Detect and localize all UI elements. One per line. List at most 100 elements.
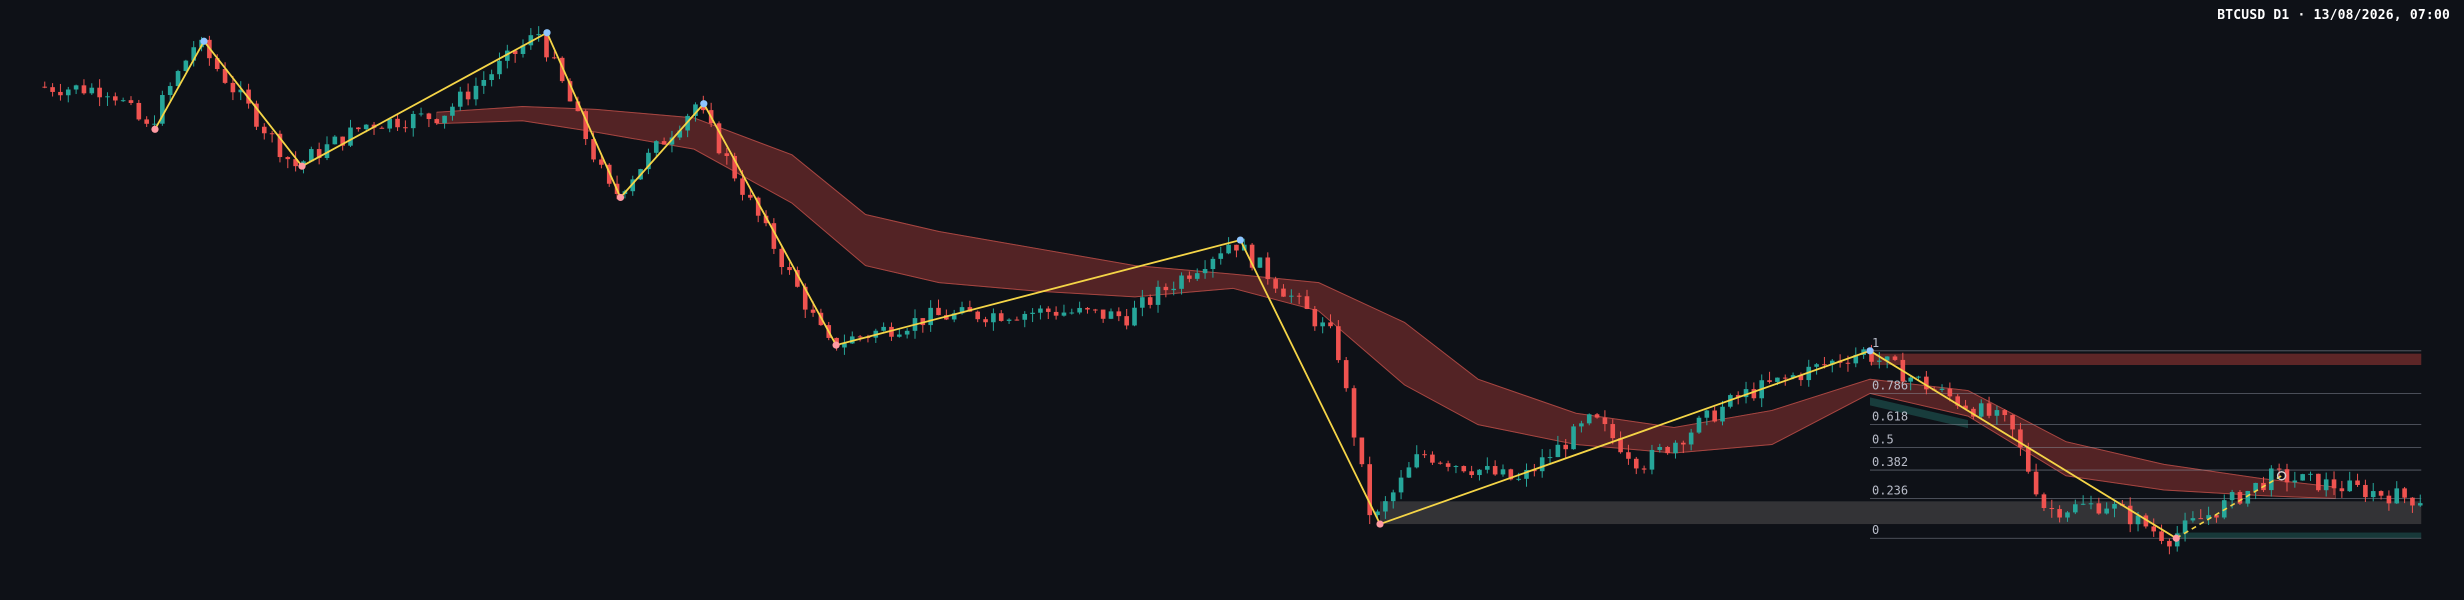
candle-body (1869, 349, 1874, 362)
candle (1351, 385, 1357, 446)
candle (1720, 400, 1725, 426)
candle (1681, 440, 1686, 454)
candle (222, 62, 228, 85)
candle-body (1077, 307, 1082, 313)
candle (1116, 307, 1122, 322)
candle (1194, 268, 1200, 282)
candle (183, 59, 189, 72)
candle-body (1524, 469, 1529, 479)
candle (481, 71, 487, 94)
candle (1218, 246, 1224, 265)
candle-body (1955, 396, 1961, 406)
zigzag-trough-marker (298, 162, 306, 170)
candle (97, 79, 102, 107)
candle-body (936, 307, 941, 316)
candle-body (395, 118, 400, 128)
candle (426, 112, 432, 128)
candle-body (1775, 377, 1780, 382)
zigzag-trough-marker (151, 125, 159, 133)
candle-body (2065, 512, 2070, 518)
candle (261, 123, 267, 140)
candle-body (1994, 410, 2000, 416)
candle (1892, 354, 1898, 362)
candle-body (1516, 478, 1521, 480)
candle (552, 51, 557, 60)
candle-body (1108, 311, 1114, 319)
candle (89, 83, 95, 95)
candle-body (1986, 403, 1992, 416)
candle-body (379, 127, 385, 129)
candle-body (1485, 466, 1490, 470)
candle-body (2355, 480, 2360, 485)
zone-supply-0 (1870, 353, 2422, 365)
candle-body (2378, 491, 2384, 496)
candle-body (1406, 467, 1412, 478)
zigzag-trough-marker (832, 341, 840, 349)
candle (316, 142, 322, 165)
candle (1924, 370, 1929, 395)
candle-body (1304, 296, 1310, 309)
candle-body (2253, 482, 2258, 491)
candle-body (1194, 273, 1200, 279)
candle (2402, 486, 2407, 504)
candle (2410, 497, 2415, 513)
candle-body (324, 144, 330, 158)
candle-body (567, 81, 573, 102)
candle-body (857, 336, 863, 338)
candle (465, 83, 471, 106)
candle-body (128, 100, 134, 103)
candle (1273, 276, 1278, 293)
candle (73, 84, 79, 95)
candle (1594, 413, 1600, 419)
candle (246, 83, 251, 109)
zigzag-peak-marker (1866, 347, 1874, 355)
candle (2363, 479, 2368, 502)
candle-body (277, 133, 283, 158)
candle (324, 136, 330, 161)
candle-body (426, 113, 432, 120)
candle-body (1069, 312, 1075, 314)
candle (2182, 512, 2188, 542)
candle (1406, 461, 1412, 478)
candle-body (1978, 403, 1984, 417)
candle-body (2417, 503, 2423, 506)
candle (951, 309, 957, 323)
candle (1971, 406, 1976, 420)
candle-body (2088, 503, 2094, 505)
candle (356, 127, 361, 132)
candle (1618, 431, 1623, 454)
candle (42, 81, 48, 89)
candle-body (1508, 469, 1514, 480)
candle (755, 196, 761, 223)
candle-body (951, 313, 957, 320)
candle (1289, 289, 1294, 303)
candle-body (2057, 509, 2062, 518)
candle-body (2386, 495, 2392, 504)
candle (1187, 271, 1192, 283)
candle-body (1657, 446, 1663, 450)
candle-body (1257, 257, 1263, 268)
candle-body (340, 136, 345, 146)
candle (1226, 237, 1231, 255)
candle-body (653, 141, 659, 153)
candle (920, 318, 926, 333)
candle (975, 310, 981, 323)
candle (2347, 471, 2353, 493)
candle (536, 26, 541, 42)
candle (1469, 465, 1474, 479)
candle (1006, 318, 1012, 324)
candle-body (73, 85, 79, 90)
candle (2088, 495, 2094, 510)
candle (175, 69, 181, 89)
candle (1743, 381, 1749, 404)
candle (277, 130, 283, 163)
candle-body (1532, 469, 1537, 472)
candle-body (1696, 417, 1702, 433)
candle-body (842, 343, 847, 348)
candle-body (1649, 449, 1655, 470)
candle-body (591, 139, 596, 160)
fib-label-3: 0.5 (1872, 432, 1894, 446)
candle (1994, 405, 2000, 425)
zigzag-trough-marker (2172, 534, 2180, 542)
